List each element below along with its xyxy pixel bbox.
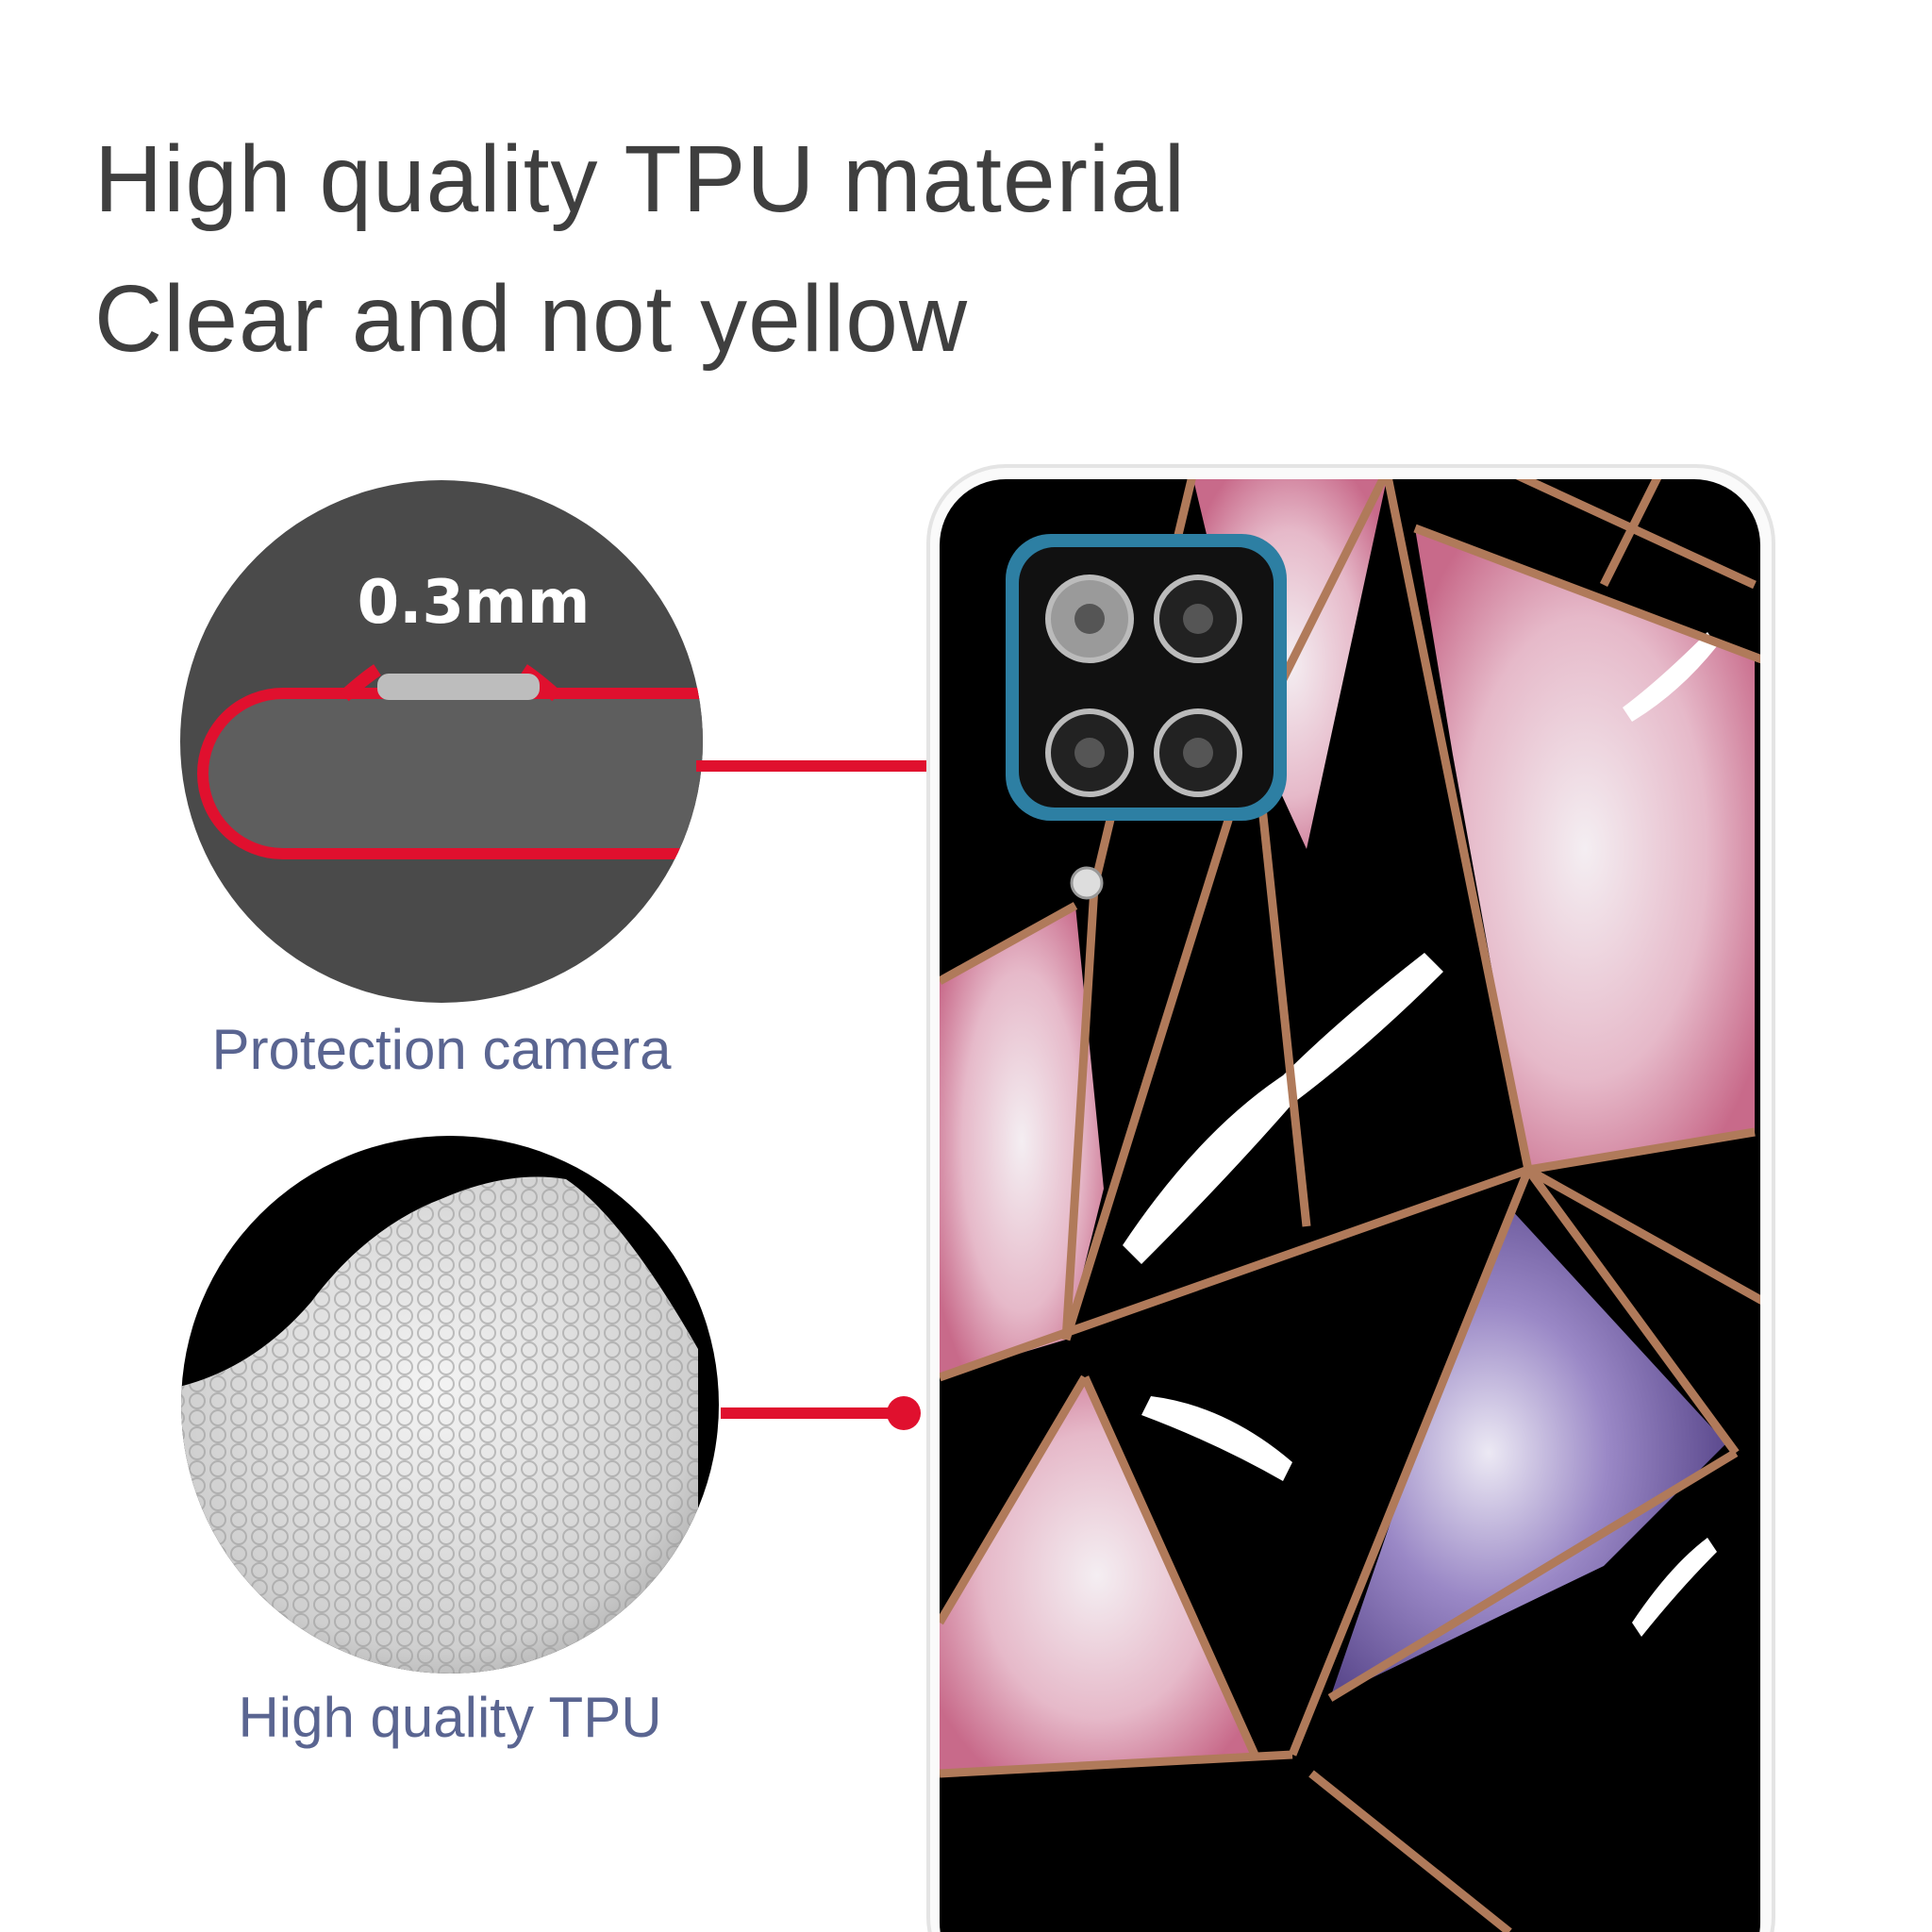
tpu-caption: High quality TPU	[238, 1686, 662, 1749]
protection-camera-caption: Protection camera	[211, 1018, 672, 1081]
headline-line-1: High quality TPU material	[94, 126, 1186, 232]
tpu-material-callout	[181, 1136, 921, 1674]
phone-case-image	[926, 464, 1775, 1932]
headline-line-2: Clear and not yellow	[94, 266, 969, 372]
thickness-badge: 0.3mm	[358, 568, 591, 638]
flash-icon	[1070, 866, 1104, 900]
camera-module	[1006, 534, 1287, 900]
pointer-dot	[887, 1396, 921, 1430]
camera-protection-callout: 0.3mm	[180, 480, 1047, 1003]
